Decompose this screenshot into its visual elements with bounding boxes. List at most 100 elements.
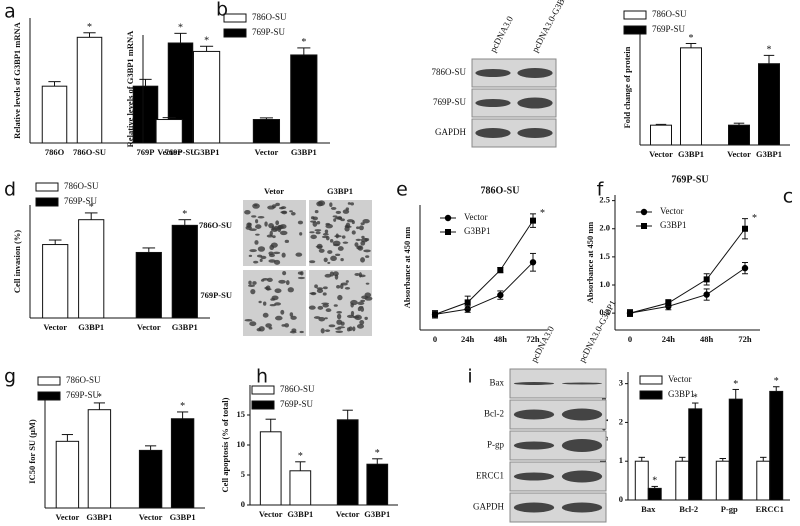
cell [356,226,360,230]
x-tick-label: G3BP1 [287,509,313,519]
x-tick-label: Bax [641,504,656,514]
cell [324,229,329,234]
cell [335,330,344,333]
cell [317,305,324,310]
cell [281,252,286,258]
x-tick-label: 72h [526,334,540,344]
y-axis-label: Absorbance at 450 nm [402,227,412,308]
x-tick-label: G3BP1 [291,147,317,157]
cell [280,309,285,315]
cell [314,229,322,232]
line [434,220,534,315]
legend-label: G3BP1 [660,220,687,230]
point [529,259,537,266]
x-tick-label: Vector [336,509,360,519]
cell [333,243,340,247]
x-tick-label: Bcl-2 [679,504,698,514]
cell [356,323,364,329]
significance-mark: * [298,451,303,462]
line [629,267,746,314]
cell [324,273,332,278]
cell [346,327,351,332]
x-tick-label: Vector [137,322,161,332]
chart: 0.5 1.0 1.5 2.0 2.5 Absorbance at 450 nm 769P-… [585,174,760,344]
y-axis-label: Relative levels of G3BP1 mRNA [12,21,22,138]
panel-label: a [4,1,16,23]
y-axis-label: Cell apoptosis (% of total) [220,397,230,492]
legend-swatch [251,400,275,410]
bar [55,440,80,509]
x-tick-label: Vector [649,149,673,159]
legend-swatch [37,376,61,386]
protein-label: Bax [490,378,505,388]
cell [335,210,342,214]
cell [275,202,280,207]
chart: 0123Fold change of proteinVectorG3BP1Bax… [598,372,790,514]
cell [253,260,259,264]
cell [342,209,350,214]
legend-swatch [37,391,61,401]
legend-label: 769P-SU [252,27,286,37]
cell [354,272,360,276]
cell [346,314,355,318]
bar [758,63,780,146]
chart-title: 786O-SU [481,185,520,196]
cell [300,271,304,276]
cell [332,271,339,277]
legend-label: Vector [660,206,684,216]
cell [318,248,325,253]
x-tick-label: P-gp [721,504,738,514]
x-tick-label: Vector [157,147,181,157]
cell [281,324,286,327]
cell [309,231,315,234]
legend-label: 786O-SU [252,12,287,22]
cell [280,210,287,214]
cell [290,315,297,320]
y-tick-label: 2.5 [599,195,610,205]
cell [347,202,351,205]
blot-band [517,97,553,109]
legend-marker [445,229,451,235]
y-tick-label: 1.0 [599,279,610,289]
cell [295,252,303,257]
bar [756,460,771,501]
cell [320,328,325,334]
x-tick-label: G3BP1 [86,512,112,522]
panel-label: d [4,179,16,201]
cell [262,312,269,318]
bar [366,463,389,506]
cell [309,292,316,295]
cell [364,292,372,298]
protein-label: ERCC1 [476,471,504,481]
x-tick-label: Vector [259,509,283,519]
bar [680,47,702,146]
significance-mark: * [540,208,545,219]
cell [340,257,344,262]
cell [358,225,364,231]
y-tick-label: 10 [237,439,246,449]
cell [270,242,278,248]
bar [688,408,703,501]
significance-mark: * [301,37,306,48]
point [741,264,749,272]
legend-label: G3BP1 [668,389,695,399]
cell [248,284,256,287]
cell [257,215,265,219]
cell [329,271,334,277]
cell [249,249,257,253]
cell [279,224,287,229]
cell [354,314,362,321]
bar [171,224,198,319]
y-axis-label: IC50 for SU (μM) [27,419,37,484]
cell [268,326,273,330]
legend-swatch [251,385,275,395]
cell [291,328,297,333]
cell [339,283,344,289]
cell [355,238,362,241]
cell [312,221,318,227]
cell [255,233,260,236]
cell [325,223,333,229]
cell [335,327,342,330]
cell [321,302,330,305]
